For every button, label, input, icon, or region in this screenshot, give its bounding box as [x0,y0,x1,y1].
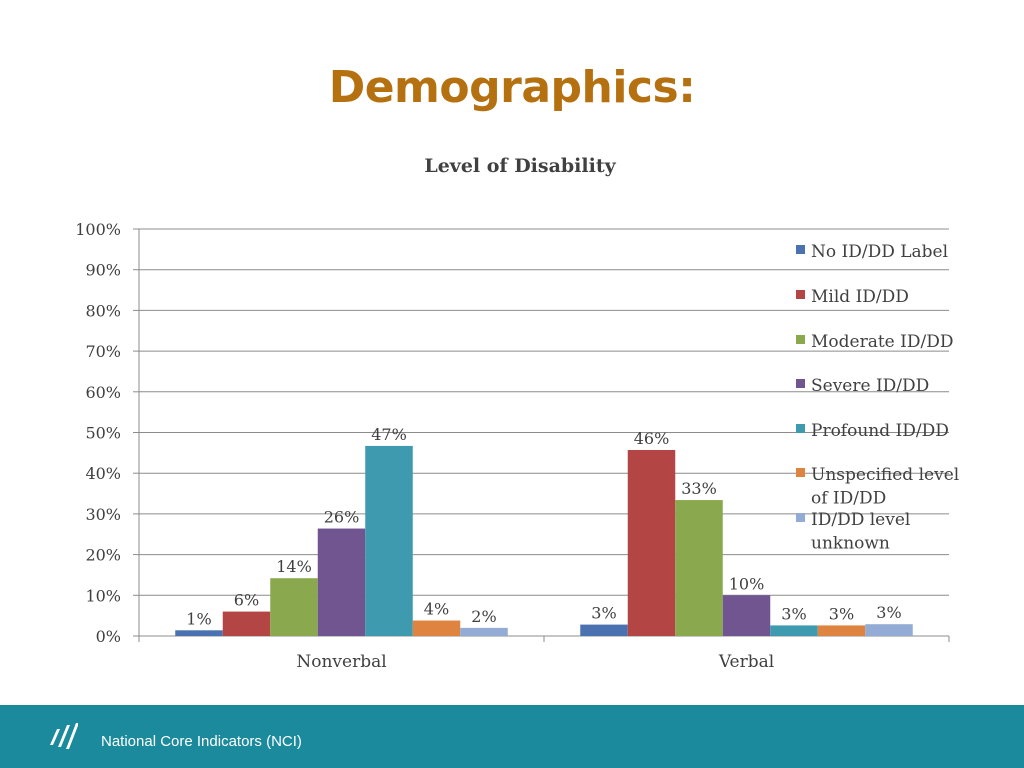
footer-bar: National Core Indicators (NCI) [0,705,1024,768]
legend: No ID/DD Label Mild ID/DD Moderate ID/DD Se… [796,242,959,554]
data-label: 47% [371,425,407,444]
bar [675,500,723,636]
bar [460,627,508,636]
bars [175,445,913,636]
bar [175,630,223,636]
data-label: 2% [471,607,496,626]
y-tick-label: 40% [85,464,121,483]
y-tick-label: 80% [85,301,121,320]
bar [722,595,771,636]
legend-label: unknown [811,534,890,554]
legend-label: No ID/DD Label [811,242,948,262]
data-label: 4% [424,600,449,619]
y-tick-label: 90% [85,261,121,280]
data-label: 14% [276,557,312,576]
x-tick-label: Verbal [718,652,774,672]
footer-text: National Core Indicators (NCI) [101,733,302,750]
level-of-disability-chart: Level of Disability 0% 10% 20% 30% 40% 50% 60%… [75,155,959,672]
bar [270,578,318,636]
bar [412,620,461,636]
legend-label: Unspecified level [811,465,959,485]
x-tick-label: Nonverbal [296,652,386,672]
legend-swatch [796,245,805,254]
nci-logo-icon [50,723,78,749]
legend-swatch [796,290,805,299]
data-label: 1% [186,609,211,628]
data-label: 33% [681,479,717,498]
legend-label: of ID/DD [811,489,886,509]
legend-label: Moderate ID/DD [811,332,953,352]
data-label: 3% [829,604,854,623]
legend-label: Profound ID/DD [811,421,949,441]
x-axis: Nonverbal Verbal [138,636,950,672]
data-label: 3% [876,603,901,622]
y-tick-label: 0% [96,627,121,646]
data-label: 6% [234,591,259,610]
data-label: 46% [634,429,670,448]
y-tick-label: 70% [85,342,121,361]
bar [365,445,413,636]
bar [580,624,628,636]
y-tick-label: 30% [85,505,121,524]
bar [865,624,913,636]
data-label: 10% [729,574,765,593]
data-label: 3% [781,604,806,623]
legend-swatch [796,424,805,433]
gridlines [139,228,949,637]
legend-swatch [796,513,805,522]
data-labels: 1% 3% 6% 46% 14% 33% 26% 10% 47% 3% 4% 3% 2% 3% [186,425,901,628]
chart-title: Level of Disability [424,155,616,177]
legend-swatch [796,468,805,477]
y-tick-label: 10% [85,586,121,605]
bar [317,528,366,636]
bar [222,611,271,636]
bar [817,625,866,636]
legend-swatch [796,379,805,388]
bar [770,625,818,636]
y-axis-ticks: 0% 10% 20% 30% 40% 50% 60% 70% 80% 90% 100% [75,220,140,646]
y-tick-label: 20% [85,546,121,565]
slide-title: Demographics: [328,62,696,113]
y-tick-label: 50% [85,424,121,443]
data-label: 3% [591,604,616,623]
legend-label: Mild ID/DD [811,287,909,307]
legend-label: ID/DD level [811,510,910,530]
y-tick-label: 60% [85,383,121,402]
data-label: 26% [324,508,360,527]
legend-label: Severe ID/DD [811,376,929,396]
y-tick-label: 100% [75,220,121,239]
bar [627,450,676,636]
legend-swatch [796,335,805,344]
